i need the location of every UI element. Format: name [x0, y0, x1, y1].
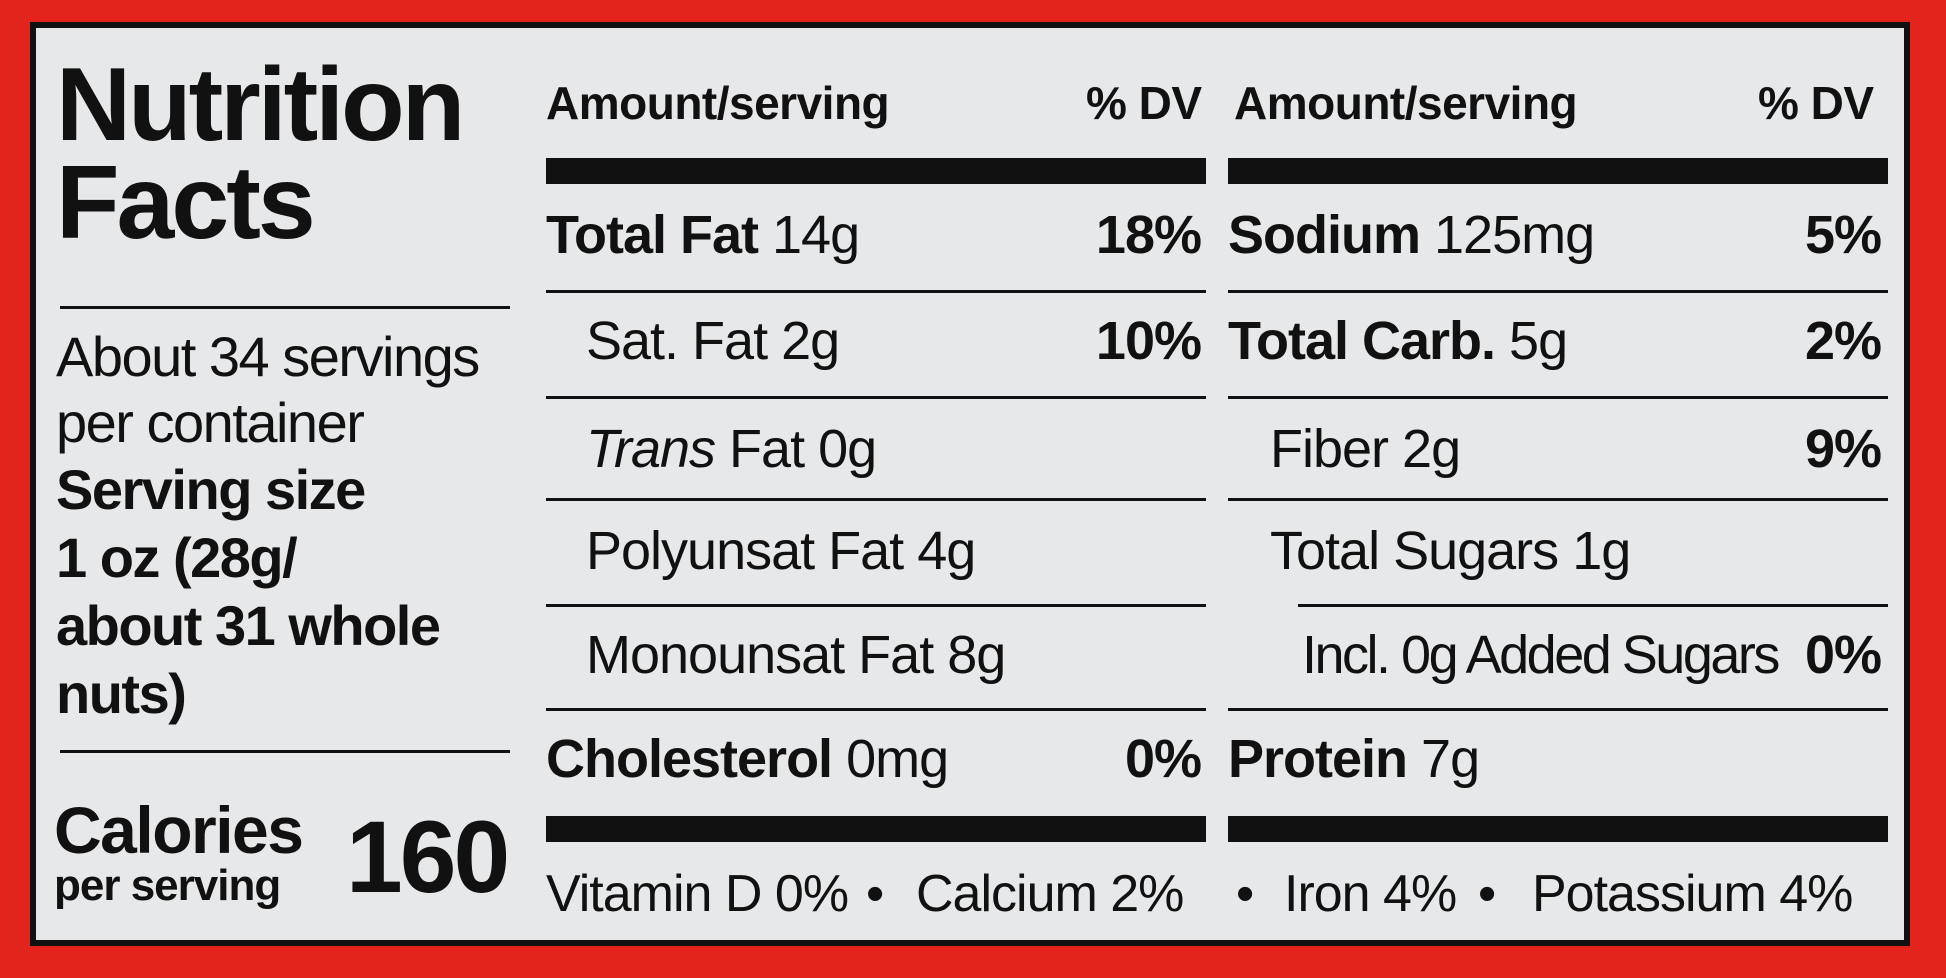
header-dv-right: % DV [1758, 77, 1874, 129]
total-carb-dv: 2% [1804, 311, 1882, 371]
divider [60, 306, 510, 309]
sat-fat-name: Sat. Fat [586, 311, 768, 371]
divider [546, 604, 1206, 607]
row-polyunsat-fat: Polyunsat Fat 4g [586, 520, 976, 582]
header-amount-left: Amount/serving [546, 77, 890, 129]
iron: Iron 4% [1284, 865, 1457, 923]
sat-fat-amount: 2g [781, 311, 840, 371]
vitamin-d: Vitamin D 0% [546, 865, 849, 923]
protein-amount: 7g [1421, 729, 1480, 789]
title-block: Nutrition Facts [56, 47, 536, 261]
row-sodium: Sodium 125mg [1228, 204, 1595, 266]
serving-size-label: Serving size [56, 458, 366, 521]
row-total-carb: Total Carb. 5g [1228, 310, 1568, 372]
divider [60, 750, 510, 753]
calories-block: Calories per serving [54, 793, 304, 910]
servings-block: About 34 servings per container Serving … [56, 324, 536, 728]
sodium-amount: 125mg [1434, 205, 1595, 265]
monounsat-fat-name: Monounsat Fat [586, 625, 934, 685]
divider [546, 396, 1206, 399]
divider [546, 708, 1206, 711]
calories-value: 160 [346, 800, 510, 914]
sat-fat-dv: 10% [1095, 311, 1202, 371]
cholesterol-dv: 0% [1124, 729, 1202, 789]
row-total-fat: Total Fat 14g [546, 204, 860, 266]
divider [1228, 396, 1888, 399]
sodium-dv: 5% [1804, 205, 1882, 265]
thick-bar-right [1228, 158, 1888, 184]
row-total-sugars: Total Sugars 1g [1270, 520, 1631, 582]
total-fat-dv: 18% [1095, 205, 1202, 265]
total-fat-name: Total Fat [546, 205, 759, 265]
row-monounsat-fat: Monounsat Fat 8g [586, 624, 1006, 686]
divider [1298, 604, 1888, 607]
servings-line1: About 34 servings [56, 325, 480, 388]
header-dv-left: % DV [1086, 77, 1202, 129]
servings-line2: per container [56, 391, 365, 454]
row-sat-fat: Sat. Fat 2g [586, 310, 840, 372]
bullet: • [866, 865, 884, 923]
row-protein: Protein 7g [1228, 728, 1480, 790]
sodium-name: Sodium [1228, 205, 1421, 265]
title-line1: Nutrition [56, 47, 465, 163]
row-cholesterol: Cholesterol 0mg [546, 728, 949, 790]
total-carb-amount: 5g [1509, 311, 1568, 371]
added-sugars-dv: 0% [1804, 625, 1882, 685]
thick-bar-bottom-right [1228, 816, 1888, 842]
total-sugars-name: Total Sugars [1270, 521, 1559, 581]
divider [546, 498, 1206, 501]
fiber-amount: 2g [1402, 419, 1461, 479]
calcium: Calcium 2% [916, 865, 1184, 923]
protein-name: Protein [1228, 729, 1408, 789]
calories-label: Calories [54, 793, 304, 867]
divider [1228, 498, 1888, 501]
divider [1228, 290, 1888, 293]
serving-size-line2: about 31 whole nuts) [56, 594, 441, 725]
total-fat-amount: 14g [772, 205, 860, 265]
fiber-name: Fiber [1270, 419, 1389, 479]
calories-sub: per serving [54, 861, 281, 910]
row-fiber: Fiber 2g [1270, 418, 1461, 480]
nutrition-facts-label: Nutrition Facts About 34 servings per co… [30, 22, 1910, 946]
row-trans-fat: Trans Fat 0g [586, 418, 877, 480]
cholesterol-amount: 0mg [846, 729, 949, 789]
title-line2: Facts [56, 145, 316, 261]
divider [546, 290, 1206, 293]
row-added-sugars: Incl. 0g Added Sugars [1302, 625, 1780, 685]
divider [1228, 708, 1888, 711]
cholesterol-name: Cholesterol [546, 729, 833, 789]
monounsat-fat-amount: 8g [947, 625, 1006, 685]
header-amount-right: Amount/serving [1234, 77, 1578, 129]
trans-fat-name: Trans [586, 419, 716, 479]
potassium: Potassium 4% [1532, 865, 1853, 923]
trans-fat-rest: Fat 0g [729, 419, 877, 479]
serving-size-line1: 1 oz (28g/ [56, 526, 298, 589]
polyunsat-fat-name: Polyunsat Fat [586, 521, 904, 581]
bullet: • [1478, 865, 1496, 923]
thick-bar-left [546, 158, 1206, 184]
fiber-dv: 9% [1804, 419, 1882, 479]
thick-bar-bottom-left [546, 816, 1206, 842]
polyunsat-fat-amount: 4g [917, 521, 976, 581]
bullet: • [1236, 865, 1254, 923]
total-carb-name: Total Carb. [1228, 311, 1496, 371]
total-sugars-amount: 1g [1572, 521, 1631, 581]
